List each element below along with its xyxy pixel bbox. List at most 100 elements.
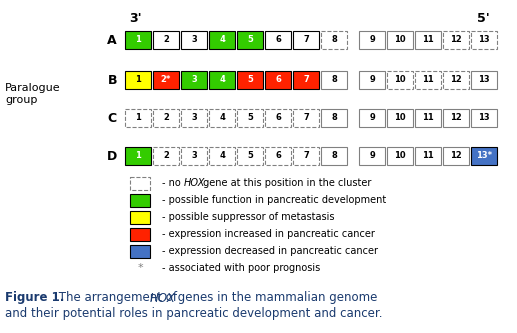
Text: 5: 5 (247, 114, 253, 123)
Text: 8: 8 (331, 114, 337, 123)
Text: Paralogue: Paralogue (5, 83, 60, 93)
Text: 7: 7 (303, 152, 309, 161)
Text: 12: 12 (450, 114, 462, 123)
Text: gene at this position in the cluster: gene at this position in the cluster (200, 178, 371, 188)
Bar (387, 31, 413, 49)
Bar (181, 109, 207, 127)
Text: 11: 11 (422, 152, 434, 161)
Text: 8: 8 (331, 36, 337, 45)
Bar (125, 71, 151, 89)
Bar (415, 147, 441, 165)
Bar (443, 147, 469, 165)
Text: 12: 12 (450, 76, 462, 85)
Text: 4: 4 (219, 36, 225, 45)
Bar (130, 210, 150, 223)
Text: 8: 8 (331, 152, 337, 161)
Bar (321, 71, 347, 89)
Text: 9: 9 (369, 36, 375, 45)
Bar (471, 147, 497, 165)
Text: 13*: 13* (476, 152, 492, 161)
Text: 3: 3 (191, 36, 197, 45)
Text: 2: 2 (163, 152, 169, 161)
Text: 13: 13 (478, 114, 490, 123)
Bar (209, 109, 235, 127)
Text: B: B (108, 74, 117, 87)
Text: 11: 11 (422, 114, 434, 123)
Text: 9: 9 (369, 114, 375, 123)
Text: Figure 1.: Figure 1. (5, 291, 65, 304)
Text: 5': 5' (477, 12, 490, 25)
Bar (265, 147, 291, 165)
Bar (209, 31, 235, 49)
Bar (181, 147, 207, 165)
Text: 3: 3 (191, 114, 197, 123)
Bar (359, 71, 385, 89)
Text: 3': 3' (129, 12, 141, 25)
Text: - no: - no (162, 178, 184, 188)
Bar (209, 147, 235, 165)
Text: 13: 13 (478, 36, 490, 45)
Bar (415, 71, 441, 89)
Bar (471, 109, 497, 127)
Bar (443, 109, 469, 127)
Text: C: C (108, 112, 117, 125)
Bar (387, 71, 413, 89)
Text: 12: 12 (450, 36, 462, 45)
Bar (237, 147, 263, 165)
Bar (181, 31, 207, 49)
Bar (415, 31, 441, 49)
Text: 5: 5 (247, 152, 253, 161)
Text: group: group (5, 95, 37, 105)
Text: 6: 6 (275, 36, 281, 45)
Bar (443, 71, 469, 89)
Text: 10: 10 (394, 114, 406, 123)
Text: 9: 9 (369, 76, 375, 85)
Bar (125, 147, 151, 165)
Bar (471, 31, 497, 49)
Text: 13: 13 (478, 76, 490, 85)
Bar (130, 244, 150, 257)
Text: 4: 4 (219, 76, 225, 85)
Bar (130, 176, 150, 189)
Text: 11: 11 (422, 76, 434, 85)
Text: genes in the mammalian genome: genes in the mammalian genome (174, 291, 377, 304)
Text: 3: 3 (191, 152, 197, 161)
Bar (153, 147, 179, 165)
Text: - expression increased in pancreatic cancer: - expression increased in pancreatic can… (162, 229, 375, 239)
Bar (359, 109, 385, 127)
Text: A: A (108, 34, 117, 47)
Bar (359, 31, 385, 49)
Bar (321, 31, 347, 49)
Bar (321, 109, 347, 127)
Text: 12: 12 (450, 152, 462, 161)
Bar (237, 31, 263, 49)
Text: - associated with poor prognosis: - associated with poor prognosis (162, 263, 320, 273)
Bar (321, 147, 347, 165)
Bar (130, 227, 150, 240)
Bar (125, 31, 151, 49)
Text: 5: 5 (247, 36, 253, 45)
Text: 4: 4 (219, 114, 225, 123)
Text: 10: 10 (394, 76, 406, 85)
Bar (415, 109, 441, 127)
Text: HOX: HOX (150, 291, 176, 304)
Bar (130, 193, 150, 206)
Text: 7: 7 (303, 76, 309, 85)
Text: 2*: 2* (161, 76, 171, 85)
Bar (237, 109, 263, 127)
Text: 6: 6 (275, 76, 281, 85)
Bar (265, 109, 291, 127)
Bar (237, 71, 263, 89)
Bar (471, 71, 497, 89)
Bar (443, 31, 469, 49)
Text: 7: 7 (303, 114, 309, 123)
Bar (181, 71, 207, 89)
Text: 1: 1 (135, 36, 141, 45)
Bar (387, 109, 413, 127)
Text: HOX: HOX (184, 178, 205, 188)
Bar (265, 31, 291, 49)
Text: - possible function in pancreatic development: - possible function in pancreatic develo… (162, 195, 386, 205)
Text: 2: 2 (163, 114, 169, 123)
Text: 6: 6 (275, 152, 281, 161)
Bar (293, 31, 319, 49)
